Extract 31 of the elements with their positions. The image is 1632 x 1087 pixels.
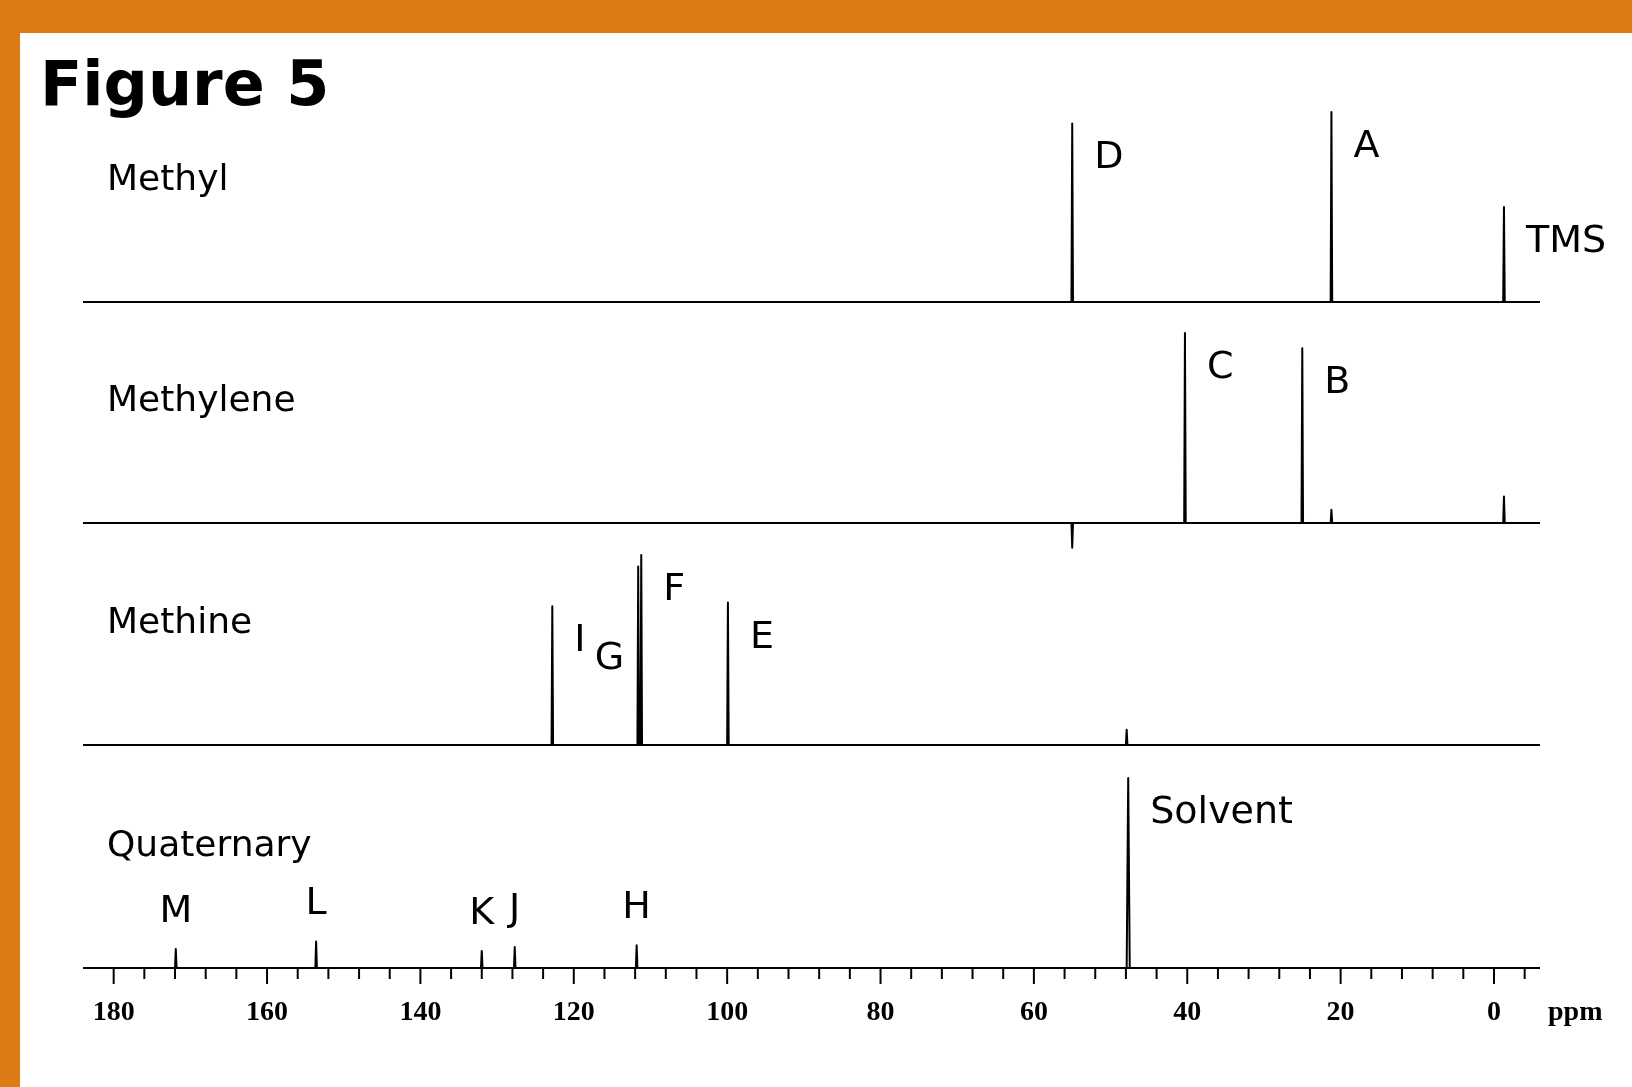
- annotation: I: [574, 616, 586, 661]
- x-tick-label: 120: [552, 995, 595, 1026]
- annotation: A: [1353, 122, 1380, 166]
- annotation: M: [159, 887, 193, 931]
- x-tick-label: 20: [1326, 995, 1355, 1026]
- x-tick-label: 160: [246, 995, 289, 1026]
- x-tick-label: 180: [92, 995, 135, 1026]
- text: Methylene: [107, 378, 296, 419]
- annotation: TMS: [1524, 217, 1607, 261]
- annotation: J: [507, 885, 521, 930]
- x-tick-label: 40: [1173, 995, 1202, 1026]
- annotation: Solvent: [1150, 788, 1293, 832]
- x-axis-title: ppm: [1548, 995, 1603, 1026]
- annotation: L: [305, 879, 327, 924]
- text: Methine: [107, 600, 253, 641]
- annotation: B: [1324, 358, 1351, 403]
- annotation: H: [622, 883, 651, 928]
- x-tick-label: 140: [399, 995, 442, 1026]
- text: Quaternary: [107, 823, 312, 864]
- x-tick-label: 60: [1019, 995, 1048, 1026]
- annotation: G: [594, 634, 625, 679]
- x-tick-label: 100: [706, 995, 749, 1026]
- chart-title: Figure 5: [40, 47, 330, 120]
- x-tick-label: 0: [1486, 995, 1501, 1026]
- x-tick-label: 80: [866, 995, 895, 1026]
- annotation: F: [663, 565, 686, 609]
- annotation: K: [469, 888, 496, 933]
- text: Methyl: [107, 157, 229, 198]
- annotation: D: [1094, 133, 1124, 178]
- annotation: E: [749, 612, 774, 657]
- annotation: C: [1206, 343, 1234, 387]
